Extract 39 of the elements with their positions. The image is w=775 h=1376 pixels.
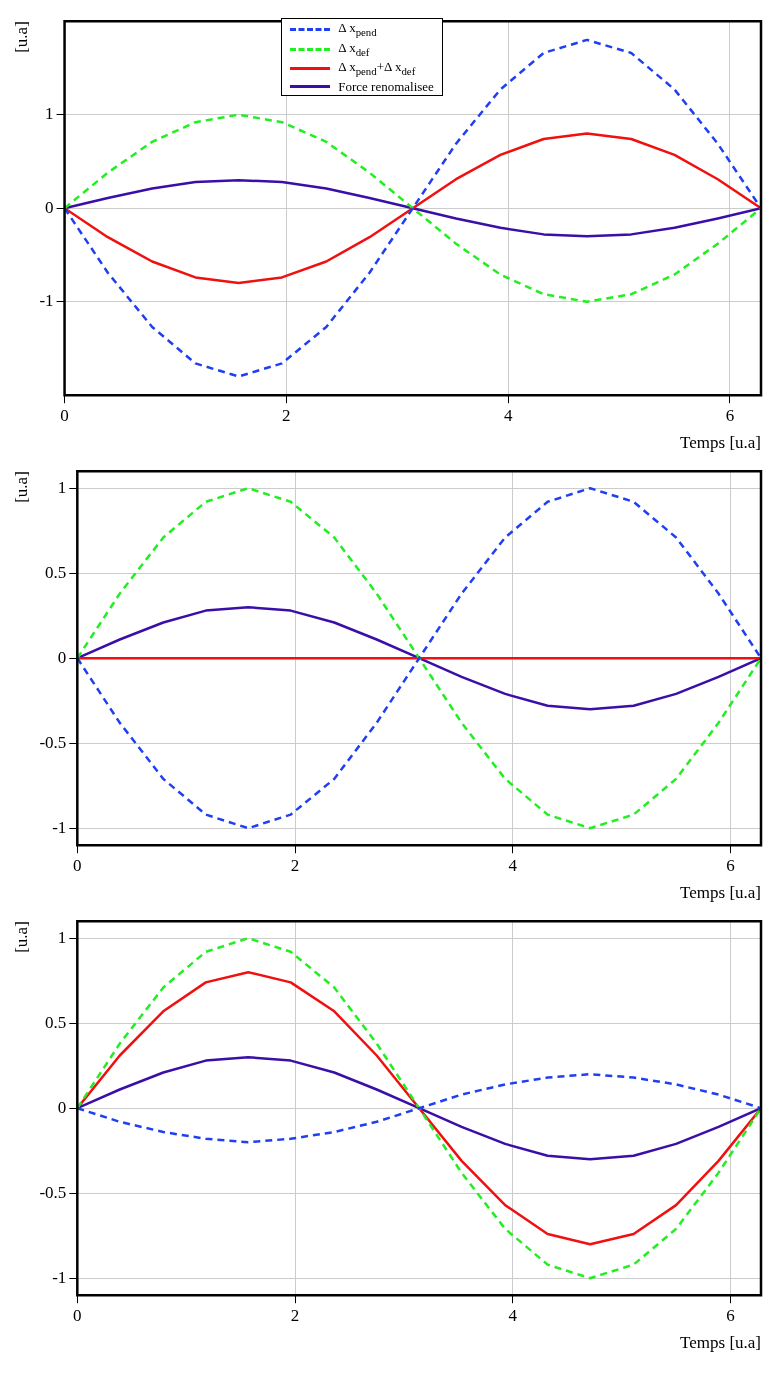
line-series: [77, 486, 761, 830]
y-tick-label: 0.5: [45, 562, 67, 582]
x-tick-label: 4: [503, 405, 513, 425]
x-tick-label: 4: [508, 855, 518, 875]
x-tick-label: 2: [290, 1305, 300, 1325]
x-tick-label: 6: [726, 855, 735, 875]
x-axis-title: Temps [u.a]: [680, 1333, 761, 1353]
x-tick-label: 2: [282, 405, 291, 425]
line-series: [77, 1072, 761, 1144]
y-tick-label: 1: [57, 927, 67, 947]
x-tick-label: 6: [726, 1305, 735, 1325]
legend-label: Δ x$_{pend}$+Δ x$_{def}$: [338, 59, 416, 79]
y-axis-title: [u.a]: [11, 471, 31, 503]
y-tick-label: 0: [57, 647, 67, 667]
line-series: [64, 113, 761, 303]
y-tick-label: -1: [52, 817, 67, 837]
y-tick-label: 1: [57, 477, 67, 497]
y-tick-label: -1: [39, 291, 54, 311]
line-series: [64, 38, 761, 378]
x-tick-label: 6: [725, 405, 735, 425]
x-axis-title: Temps [u.a]: [680, 433, 761, 453]
x-tick-label: 0: [73, 1305, 82, 1325]
x-axis-title: Temps [u.a]: [680, 883, 761, 903]
y-tick-label: -1: [52, 1267, 67, 1287]
legend-label: Force renomalisee: [338, 78, 434, 94]
x-tick-label: 2: [290, 855, 300, 875]
legend-label: Δ x$_{pend}$: [338, 20, 377, 40]
x-tick-label: 0: [73, 855, 82, 875]
y-tick-label: 0: [45, 197, 54, 217]
y-tick-label: 0.5: [45, 1012, 67, 1032]
y-tick-label: 1: [45, 104, 54, 124]
y-tick-label: -0.5: [39, 732, 67, 752]
y-tick-label: 0: [57, 1097, 67, 1117]
y-axis-title: [u.a]: [11, 21, 31, 53]
line-series: [77, 936, 761, 1280]
y-axis-title: [u.a]: [11, 921, 31, 953]
legend-label: Δ x$_{def}$: [338, 39, 370, 60]
x-tick-label: 4: [508, 1305, 518, 1325]
y-tick-label: -0.5: [39, 1182, 67, 1202]
